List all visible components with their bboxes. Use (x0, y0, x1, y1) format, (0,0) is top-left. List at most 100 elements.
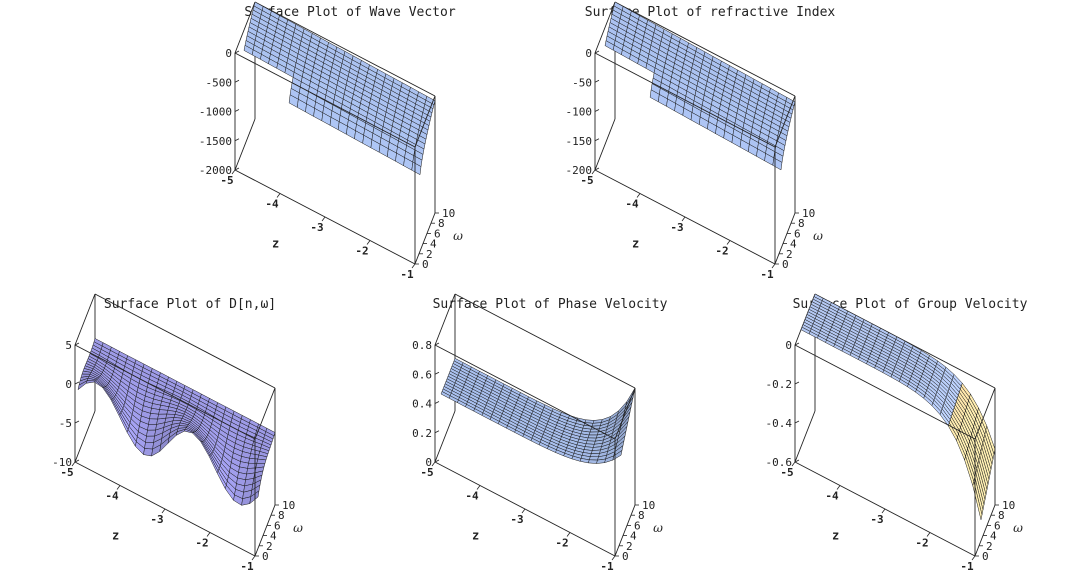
surface-patch (587, 434, 598, 439)
surface-patch (590, 453, 600, 458)
y-tick-label: 6 (274, 519, 281, 532)
y-tick-label: 10 (642, 499, 655, 512)
z-tick-mark (74, 459, 80, 463)
surface-mesh (800, 293, 996, 521)
x-axis-label: z (832, 528, 839, 542)
z-tick-label: 0.6 (412, 368, 432, 381)
z-tick-label: -2000 (199, 164, 232, 177)
x-tick-mark (231, 169, 236, 175)
box-edge-front-top (434, 344, 616, 440)
box-edge-front-top (594, 52, 776, 148)
box-edge-back-bottom-left (594, 118, 616, 171)
z-tick-label: 0 (785, 339, 792, 352)
box-edge-back-top (254, 1, 436, 97)
wave-vector-surface-chart: Surface Plot of Wave Vector-5-4-3-2-1z02… (199, 1, 463, 281)
box-edge-back-bottom-left (234, 118, 256, 171)
box-edge-back-bottom-left (794, 410, 816, 463)
y-tick-label: 0 (262, 550, 269, 563)
x-tick-label: -3 (310, 221, 323, 234)
x-tick-mark (476, 485, 481, 490)
x-tick-mark (276, 193, 281, 198)
chart-title: Surface Plot of Wave Vector (244, 5, 455, 20)
surface-patch (143, 448, 153, 457)
z-tick-mark (234, 50, 240, 54)
x-tick-label: -2 (715, 245, 728, 258)
y-tick-label: 8 (638, 509, 645, 522)
surface-patch (148, 418, 158, 425)
x-tick-label: -1 (760, 268, 774, 281)
y-axis-label: ω (813, 229, 823, 243)
y-tick-label: 2 (266, 540, 273, 553)
x-tick-mark (321, 216, 326, 222)
x-tick-label: -3 (870, 513, 883, 526)
box-edge-front-top (74, 344, 256, 440)
z-tick-mark (74, 381, 80, 385)
y-tick-label: 4 (790, 238, 797, 251)
x-tick-mark (251, 555, 256, 561)
z-tick-label: 0.8 (412, 339, 432, 352)
y-tick-label: 2 (786, 248, 793, 261)
z-tick-label: 0 (65, 378, 72, 391)
y-tick-label: 4 (990, 530, 997, 543)
surface-patch (588, 431, 599, 436)
z-tick-mark (794, 459, 800, 463)
x-tick-mark (611, 555, 616, 561)
box-edge-right-top (614, 387, 636, 440)
plot-dispersion: Surface Plot of D[n,ω] -5 -4 -3 -2 -1 z 0 2 4 6 8 10… (0, 292, 360, 584)
box-edge-back-top (614, 1, 796, 97)
dispersion-surface-chart: Surface Plot of D[n,ω]-5-4-3-2-1z0246810… (52, 293, 303, 573)
x-tick-label: -1 (600, 560, 614, 573)
x-tick-label: -2 (195, 537, 208, 550)
y-tick-label: 0 (622, 550, 629, 563)
z-tick-mark (594, 79, 600, 83)
x-tick-mark (71, 461, 76, 467)
z-tick-label: -500 (206, 76, 233, 89)
box-edge-right-bottom (254, 504, 276, 557)
surface-mesh (440, 358, 636, 464)
phase-velocity-surface-chart: Surface Plot of Phase Velocity -5 -4 -3 -2 -1… (412, 293, 668, 573)
z-tick-label: 0.4 (412, 398, 432, 411)
z-tick-mark (794, 381, 800, 385)
x-tick-mark (206, 532, 211, 537)
z-tick-label: 5 (65, 339, 72, 352)
y-tick-label: 10 (282, 499, 295, 512)
y-tick-label: 8 (438, 217, 445, 230)
surface-patch (248, 458, 259, 464)
y-tick-label: 10 (1002, 499, 1015, 512)
plot-group-velocity: Surface Plot of Group Velocity -5 -4 -3 -2 -1… (720, 292, 1080, 584)
x-tick-mark (591, 169, 596, 175)
z-tick-label: -0.4 (766, 417, 793, 430)
x-tick-label: -1 (400, 268, 414, 281)
box-edge-back-bottom-left (74, 410, 96, 463)
plot-phase-velocity: Surface Plot of Phase Velocity -5 -4 -3 -2 -1… (360, 292, 720, 584)
surface-patch (411, 161, 422, 175)
x-tick-label: -4 (625, 198, 639, 211)
surface-patch (172, 417, 183, 422)
z-tick-label: 0.2 (412, 427, 432, 440)
x-axis-label: z (472, 528, 479, 542)
x-tick-label: -4 (265, 198, 279, 211)
y-tick-label: 8 (278, 509, 285, 522)
group-velocity-surface-chart: Surface Plot of Group Velocity -5 -4 -3 -2 -1… (766, 293, 1028, 573)
z-tick-mark (794, 342, 800, 346)
z-tick-label: -50 (572, 76, 592, 89)
z-tick-label: 0 (585, 47, 592, 60)
x-tick-mark (836, 485, 841, 490)
z-tick-label: -1000 (199, 106, 232, 119)
z-tick-label: -5 (59, 417, 72, 430)
z-tick-mark (74, 420, 80, 424)
box-edge-right-bottom (974, 504, 996, 557)
chart-title: Surface Plot of refractive Index (585, 5, 836, 20)
x-tick-label: -3 (670, 221, 683, 234)
surface-patch (591, 449, 601, 454)
surface-patch (589, 456, 599, 461)
box-edge-right-bottom (774, 212, 796, 265)
x-tick-mark (681, 216, 686, 222)
z-tick-mark (234, 138, 240, 142)
surface-mesh (243, 1, 436, 175)
y-axis-label: ω (293, 521, 303, 535)
x-tick-label: -4 (105, 490, 119, 503)
z-tick-mark (434, 342, 440, 346)
z-tick-mark (594, 138, 600, 142)
box-edge-right-top (254, 387, 276, 440)
